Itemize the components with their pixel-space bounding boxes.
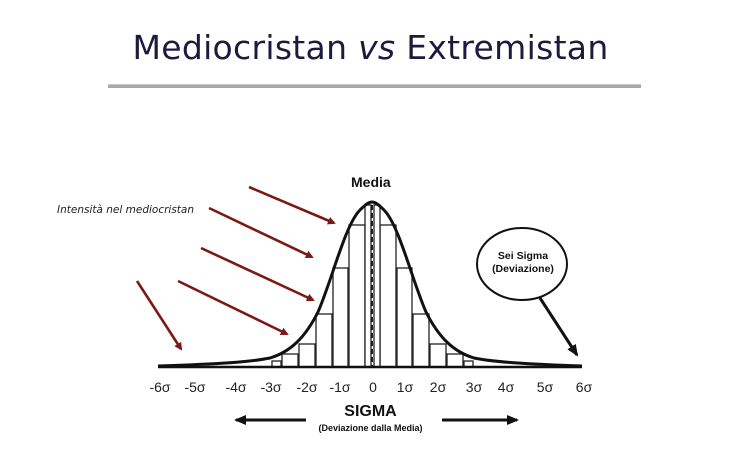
tick-label: 4σ: [497, 379, 515, 395]
sigma-axis-ticks: -6σ -5σ -4σ -3σ -2σ -1σ 0 1σ 2σ 3σ 4σ 5σ…: [0, 379, 741, 397]
arrow-5: [135, 280, 183, 351]
tick-label: 0: [369, 379, 377, 395]
callout-bubble: [476, 227, 568, 301]
arrow-1: [248, 185, 336, 225]
tick-label: -1σ: [329, 379, 351, 395]
intensity-note: Intensità nel mediocristan: [57, 204, 195, 216]
title-divider: [108, 84, 641, 88]
arrow-4: [177, 279, 289, 336]
tick-label: 1σ: [396, 379, 414, 395]
tick-label: 5σ: [536, 379, 554, 395]
tick-label: 6σ: [575, 379, 593, 395]
slide-title: Mediocristan vs Extremistan: [0, 28, 741, 67]
intensity-arrows: [135, 185, 336, 351]
axis-sublabel: (Deviazione dalla Media): [318, 423, 423, 433]
callout-text: Sei Sigma (Deviazione): [473, 250, 573, 276]
title-vs: vs: [358, 28, 396, 67]
mean-label: Media: [351, 174, 391, 190]
bell-curve: [157, 200, 583, 368]
tick-label: -4σ: [225, 379, 247, 395]
axis-label: SIGMA: [344, 403, 397, 420]
tick-label: -2σ: [296, 379, 318, 395]
callout-arrow: [538, 297, 579, 357]
arrow-3: [200, 246, 315, 302]
title-part-1: Mediocristan: [132, 28, 359, 67]
tick-label: -6σ: [149, 379, 171, 395]
title-part-2: Extremistan: [395, 28, 609, 67]
tick-label: -3σ: [260, 379, 282, 395]
callout-line-1: Sei Sigma: [497, 250, 549, 262]
tick-label: 3σ: [465, 379, 483, 395]
tick-label: 2σ: [429, 379, 447, 395]
arrow-2: [208, 206, 314, 259]
callout-line-2: (Deviazione): [492, 263, 554, 275]
tick-label: -5σ: [184, 379, 206, 395]
